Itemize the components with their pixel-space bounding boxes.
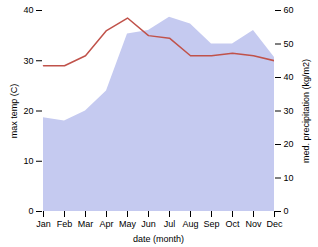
svg-text:Aug: Aug	[182, 219, 198, 229]
svg-text:50: 50	[284, 39, 294, 49]
svg-text:date (month): date (month)	[133, 234, 184, 244]
svg-text:20: 20	[284, 139, 294, 149]
svg-text:30: 30	[284, 106, 294, 116]
svg-text:10: 10	[23, 156, 33, 166]
svg-text:med. precipitation (kg/m2): med. precipitation (kg/m2)	[301, 59, 311, 163]
svg-text:Jun: Jun	[141, 219, 156, 229]
svg-text:May: May	[119, 219, 137, 229]
svg-text:Oct: Oct	[225, 219, 240, 229]
svg-text:0: 0	[284, 206, 289, 216]
svg-text:Feb: Feb	[57, 219, 73, 229]
svg-text:30: 30	[23, 56, 33, 66]
svg-text:Jul: Jul	[164, 219, 176, 229]
svg-text:40: 40	[284, 72, 294, 82]
svg-text:max temp (C): max temp (C)	[9, 84, 19, 139]
svg-text:40: 40	[23, 5, 33, 15]
svg-text:Sep: Sep	[203, 219, 219, 229]
svg-text:20: 20	[23, 106, 33, 116]
svg-text:60: 60	[284, 5, 294, 15]
svg-text:Nov: Nov	[245, 219, 262, 229]
svg-text:Apr: Apr	[99, 219, 113, 229]
svg-text:10: 10	[284, 173, 294, 183]
svg-text:0: 0	[28, 206, 33, 216]
svg-text:Mar: Mar	[78, 219, 94, 229]
svg-text:Jan: Jan	[36, 219, 51, 229]
svg-text:Dec: Dec	[266, 219, 283, 229]
